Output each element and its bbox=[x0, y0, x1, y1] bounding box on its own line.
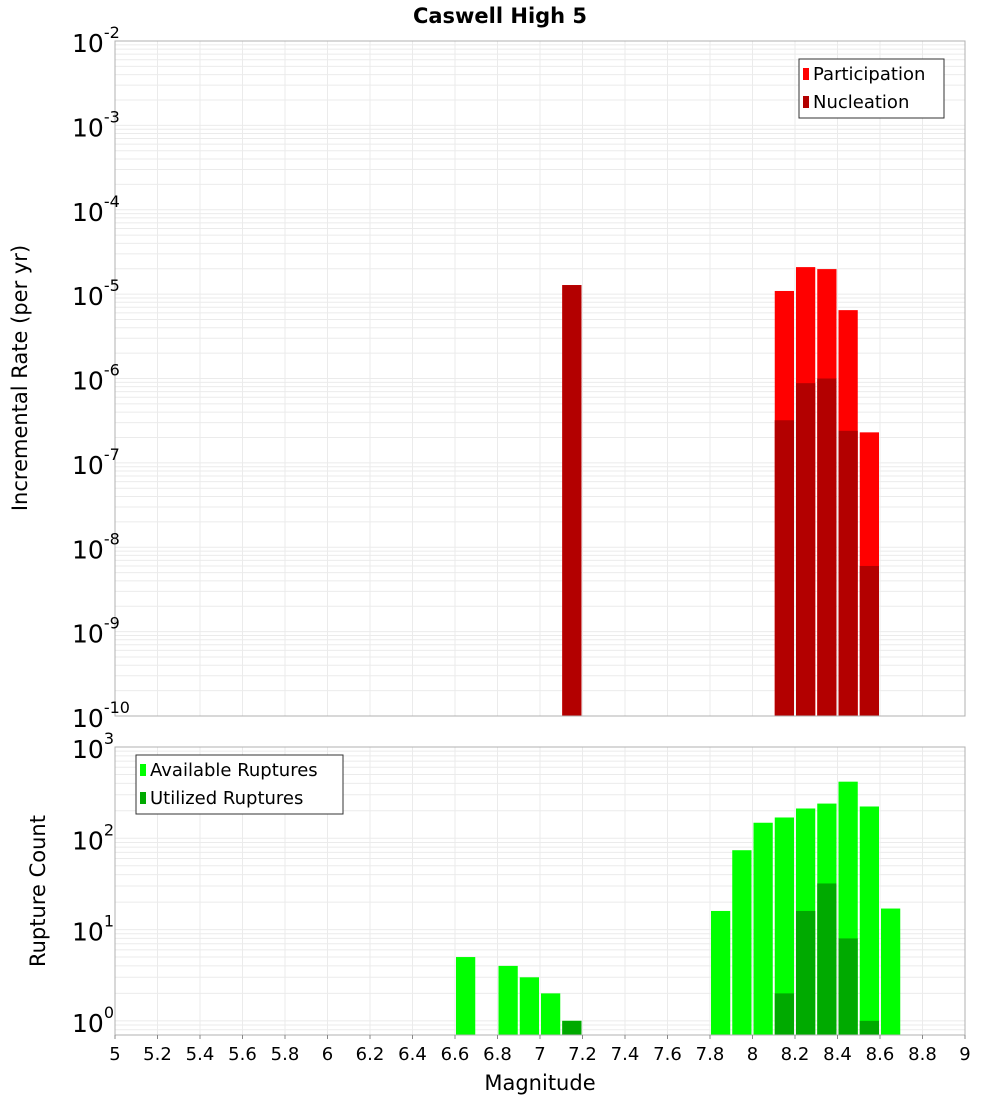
bar-utilized-ruptures bbox=[838, 938, 858, 1035]
x-tick-label: 8.6 bbox=[866, 1044, 895, 1065]
y-tick-label: 103 bbox=[72, 729, 114, 764]
bar-nucleation bbox=[774, 420, 794, 716]
bar-available-ruptures bbox=[732, 850, 752, 1035]
bottom-y-label: Rupture Count bbox=[26, 815, 50, 967]
x-tick-label: 9 bbox=[959, 1044, 970, 1065]
bar-utilized-ruptures bbox=[817, 883, 837, 1035]
x-tick-label: 8.4 bbox=[823, 1044, 852, 1065]
bar-available-ruptures bbox=[859, 806, 879, 1035]
x-tick-label: 7 bbox=[534, 1044, 545, 1065]
y-tick-label: 10-10 bbox=[72, 698, 130, 733]
legend-swatch bbox=[803, 96, 809, 108]
legend-entry: Nucleation bbox=[813, 92, 909, 113]
x-tick-label: 6.2 bbox=[356, 1044, 385, 1065]
top-y-label: Incremental Rate (per yr) bbox=[8, 245, 32, 511]
x-tick-label: 5.4 bbox=[186, 1044, 215, 1065]
y-tick-label: 10-6 bbox=[72, 361, 120, 396]
bar-nucleation bbox=[859, 565, 879, 716]
bar-available-ruptures bbox=[498, 965, 518, 1035]
bar-available-ruptures bbox=[541, 993, 561, 1035]
bar-nucleation bbox=[838, 430, 858, 716]
legend bbox=[135, 754, 344, 815]
legend bbox=[798, 58, 945, 119]
bar-available-ruptures bbox=[753, 822, 773, 1035]
chart-title: Caswell High 5 bbox=[413, 4, 587, 28]
y-tick-label: 10-2 bbox=[72, 23, 120, 58]
x-tick-label: 5.6 bbox=[228, 1044, 257, 1065]
x-axis-label: Magnitude bbox=[484, 1071, 595, 1095]
bar-nucleation bbox=[796, 383, 816, 716]
x-tick-label: 8 bbox=[747, 1044, 758, 1065]
x-tick-label: 6.6 bbox=[441, 1044, 470, 1065]
bar-utilized-ruptures bbox=[859, 1020, 879, 1035]
bar-available-ruptures bbox=[519, 977, 539, 1035]
x-tick-label: 6.4 bbox=[398, 1044, 427, 1065]
bar-utilized-ruptures bbox=[796, 910, 816, 1035]
x-tick-label: 8.2 bbox=[781, 1044, 810, 1065]
y-tick-label: 10-4 bbox=[72, 192, 120, 227]
y-tick-label: 102 bbox=[72, 820, 114, 855]
x-tick-label: 7.6 bbox=[653, 1044, 682, 1065]
y-tick-label: 10-9 bbox=[72, 614, 120, 649]
legend-entry: Utilized Ruptures bbox=[150, 788, 303, 809]
bar-utilized-ruptures bbox=[562, 1020, 582, 1035]
bar-available-ruptures bbox=[456, 957, 476, 1035]
x-tick-label: 8.8 bbox=[908, 1044, 937, 1065]
bar-available-ruptures bbox=[881, 908, 901, 1035]
y-tick-label: 10-8 bbox=[72, 529, 120, 564]
legend-swatch bbox=[803, 68, 809, 80]
bar-available-ruptures bbox=[711, 910, 731, 1035]
y-tick-label: 10-3 bbox=[72, 107, 120, 142]
x-tick-label: 5.8 bbox=[271, 1044, 300, 1065]
x-tick-label: 6 bbox=[322, 1044, 333, 1065]
legend-swatch bbox=[140, 792, 146, 804]
y-tick-label: 100 bbox=[72, 1003, 114, 1038]
legend-entry: Available Ruptures bbox=[150, 760, 318, 781]
y-tick-label: 10-5 bbox=[72, 276, 120, 311]
legend-entry: Participation bbox=[813, 64, 925, 85]
bar-available-ruptures bbox=[774, 817, 794, 1035]
y-tick-label: 101 bbox=[72, 912, 114, 947]
legend-swatch bbox=[140, 764, 146, 776]
bar-utilized-ruptures bbox=[774, 993, 794, 1035]
x-tick-label: 5 bbox=[109, 1044, 120, 1065]
x-tick-label: 5.2 bbox=[143, 1044, 172, 1065]
y-tick-label: 10-7 bbox=[72, 445, 120, 480]
x-tick-label: 7.2 bbox=[568, 1044, 597, 1065]
x-tick-label: 6.8 bbox=[483, 1044, 512, 1065]
bar-nucleation bbox=[562, 285, 582, 716]
x-tick-label: 7.8 bbox=[696, 1044, 725, 1065]
bar-nucleation bbox=[817, 378, 837, 716]
x-tick-label: 7.4 bbox=[611, 1044, 640, 1065]
